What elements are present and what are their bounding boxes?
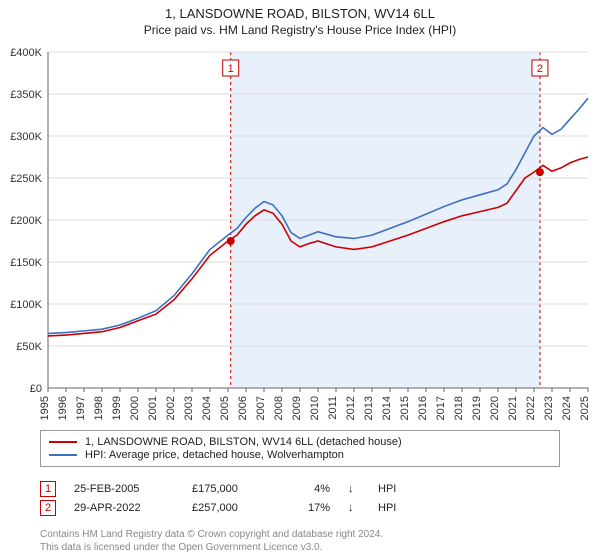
svg-text:2017: 2017	[435, 396, 447, 420]
svg-text:2003: 2003	[183, 396, 195, 420]
svg-text:£350K: £350K	[10, 89, 42, 101]
marker-badge: 2	[40, 500, 56, 516]
svg-text:£250K: £250K	[10, 173, 42, 185]
svg-text:1995: 1995	[39, 396, 51, 420]
legend-swatch	[49, 441, 77, 443]
chart-header: 1, LANSDOWNE ROAD, BILSTON, WV14 6LL Pri…	[0, 0, 600, 39]
marker-pct: 17%	[290, 502, 330, 514]
svg-text:1997: 1997	[75, 396, 87, 420]
sale-point	[227, 237, 235, 245]
chart-marker-badge-label: 2	[537, 63, 543, 75]
svg-text:2018: 2018	[453, 396, 465, 420]
svg-text:2020: 2020	[489, 396, 501, 420]
svg-text:2015: 2015	[399, 396, 411, 420]
svg-text:2000: 2000	[129, 396, 141, 420]
title-line1: 1, LANSDOWNE ROAD, BILSTON, WV14 6LL	[0, 6, 600, 21]
svg-text:£50K: £50K	[16, 341, 42, 353]
legend-label: 1, LANSDOWNE ROAD, BILSTON, WV14 6LL (de…	[85, 436, 402, 448]
chart-svg: £0 £50K £100K £150K £200K £250K £300K £350K £400…	[0, 44, 600, 424]
svg-text:2006: 2006	[237, 396, 249, 420]
legend-label: HPI: Average price, detached house, Wolv…	[85, 449, 344, 461]
chart-marker-badge-label: 1	[228, 63, 234, 75]
marker-date: 25-FEB-2005	[74, 483, 174, 495]
marker-badge: 1	[40, 481, 56, 497]
svg-text:2010: 2010	[309, 396, 321, 420]
price-chart: £0 £50K £100K £150K £200K £250K £300K £350K £400…	[0, 44, 600, 424]
marker-pct: 4%	[290, 483, 330, 495]
svg-text:£100K: £100K	[10, 299, 42, 311]
svg-text:£300K: £300K	[10, 131, 42, 143]
svg-text:£0: £0	[30, 383, 42, 395]
svg-text:2021: 2021	[507, 396, 519, 420]
svg-text:2008: 2008	[273, 396, 285, 420]
svg-text:1999: 1999	[111, 396, 123, 420]
svg-text:2009: 2009	[291, 396, 303, 420]
legend: 1, LANSDOWNE ROAD, BILSTON, WV14 6LL (de…	[40, 430, 560, 467]
title-line2: Price paid vs. HM Land Registry's House …	[0, 23, 600, 37]
svg-text:2004: 2004	[201, 396, 213, 420]
svg-text:2022: 2022	[525, 396, 537, 420]
legend-row: HPI: Average price, detached house, Wolv…	[49, 449, 551, 461]
svg-text:2016: 2016	[417, 396, 429, 420]
marker-date: 29-APR-2022	[74, 502, 174, 514]
footer-attribution: Contains HM Land Registry data © Crown c…	[40, 528, 383, 554]
marker-price: £175,000	[192, 483, 272, 495]
svg-text:1996: 1996	[57, 396, 69, 420]
footer-line1: Contains HM Land Registry data © Crown c…	[40, 528, 383, 541]
svg-text:£150K: £150K	[10, 257, 42, 269]
footer-line2: This data is licensed under the Open Gov…	[40, 541, 383, 554]
svg-text:2014: 2014	[381, 396, 393, 420]
svg-text:2007: 2007	[255, 396, 267, 420]
svg-text:2025: 2025	[579, 396, 591, 420]
svg-text:2023: 2023	[543, 396, 555, 420]
marker-hpi-label: HPI	[378, 502, 408, 514]
svg-text:1998: 1998	[93, 396, 105, 420]
legend-row: 1, LANSDOWNE ROAD, BILSTON, WV14 6LL (de…	[49, 436, 551, 448]
svg-text:£400K: £400K	[10, 47, 42, 59]
svg-text:2019: 2019	[471, 396, 483, 420]
svg-text:2005: 2005	[219, 396, 231, 420]
sale-point	[536, 168, 544, 176]
svg-text:2011: 2011	[327, 396, 339, 420]
marker-row: 1 25-FEB-2005 £175,000 4% ↓ HPI	[40, 481, 408, 497]
svg-text:2002: 2002	[165, 396, 177, 420]
down-arrow-icon: ↓	[348, 502, 360, 514]
svg-text:2013: 2013	[363, 396, 375, 420]
down-arrow-icon: ↓	[348, 483, 360, 495]
marker-price: £257,000	[192, 502, 272, 514]
legend-swatch	[49, 454, 77, 456]
marker-row: 2 29-APR-2022 £257,000 17% ↓ HPI	[40, 500, 408, 516]
svg-text:2001: 2001	[147, 396, 159, 420]
marker-table: 1 25-FEB-2005 £175,000 4% ↓ HPI 2 29-APR-2022 £2…	[40, 478, 408, 519]
svg-text:2024: 2024	[561, 396, 573, 420]
marker-hpi-label: HPI	[378, 483, 408, 495]
svg-text:2012: 2012	[345, 396, 357, 420]
svg-text:£200K: £200K	[10, 215, 42, 227]
